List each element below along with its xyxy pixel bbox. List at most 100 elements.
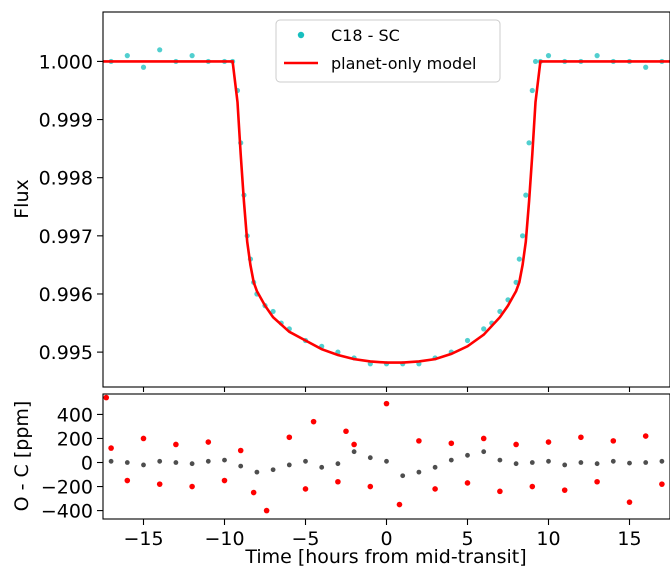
legend: C18 - SC planet-only model — [275, 19, 501, 83]
time-x-tick-label: −10 — [204, 528, 244, 550]
flux-point — [516, 256, 522, 262]
flux-y-tick-label: 0.995 — [39, 342, 93, 364]
residual-point — [205, 439, 212, 445]
time-x-ticks: −15 −10 −5 0 5 10 15 — [123, 387, 642, 550]
residual-point — [351, 441, 357, 448]
binned-residual-point — [513, 461, 519, 467]
legend-label-model: planet-only model — [331, 54, 476, 73]
residual-points-layer — [103, 394, 665, 514]
residual-point — [626, 499, 633, 505]
flux-point — [270, 308, 276, 315]
time-x-tick-label: −15 — [123, 528, 163, 550]
residual-point — [545, 439, 552, 445]
residual-point — [561, 487, 568, 493]
binned-residual-point — [157, 458, 163, 464]
flux-point — [526, 140, 532, 146]
binned-residual-point — [448, 457, 454, 463]
residual-point — [396, 501, 403, 508]
binned-residual-point — [303, 458, 308, 464]
flux-point — [529, 87, 535, 94]
flux-point — [513, 279, 519, 285]
flux-point — [140, 64, 147, 70]
residual-plot-frame — [102, 393, 670, 520]
binned-residual-point — [108, 458, 114, 464]
binned-residual-point — [481, 449, 487, 455]
residual-point — [642, 433, 649, 439]
flux-y-tick-label: 0.999 — [39, 110, 93, 132]
residual-point — [335, 478, 341, 485]
binned-residual-point — [610, 458, 616, 464]
binned-residual-point — [578, 460, 584, 465]
residual-point — [189, 483, 195, 490]
residual-point — [103, 394, 110, 401]
residual-point — [250, 489, 257, 496]
residual-point — [310, 418, 317, 425]
flux-point — [124, 53, 130, 59]
residual-point — [302, 486, 309, 492]
flux-point — [594, 53, 600, 59]
residual-y-tick-label: 400 — [57, 404, 93, 426]
residual-point — [448, 440, 455, 447]
legend-label-c18-sc: C18 - SC — [331, 26, 400, 45]
residual-point — [529, 483, 536, 490]
time-x-tick-label: 15 — [617, 528, 641, 550]
flux-point — [481, 326, 487, 332]
residual-point — [221, 477, 228, 484]
residual-point — [156, 481, 163, 487]
residual-axis-label: O - C [ppm] — [11, 401, 33, 512]
time-x-tick-label: 5 — [461, 528, 473, 550]
residual-point — [610, 438, 617, 444]
binned-residual-point — [529, 460, 535, 465]
time-x-tick-label: 10 — [536, 528, 560, 550]
binned-residual-point — [546, 458, 551, 464]
binned-residual-point — [335, 461, 341, 467]
binned-residual-point — [141, 462, 146, 468]
residual-point — [416, 438, 422, 444]
binned-residual-point — [465, 452, 470, 458]
binned-residual-points-layer — [108, 449, 665, 479]
binned-residual-point — [367, 455, 373, 461]
residual-y-tick-label: 0 — [81, 453, 93, 475]
binned-residual-point — [400, 473, 406, 479]
flux-y-tick-label: 0.998 — [39, 168, 93, 190]
residual-point — [108, 445, 114, 451]
legend-marker-c18-sc — [297, 31, 305, 39]
flux-point — [519, 233, 526, 239]
residual-point — [286, 434, 293, 441]
residual-point — [497, 488, 503, 495]
flux-point — [532, 58, 539, 65]
flux-y-tick-label: 0.996 — [39, 284, 93, 306]
residual-y-tick-label: −200 — [41, 477, 93, 499]
binned-residual-point — [562, 462, 568, 468]
flux-points-layer — [108, 47, 665, 367]
residual-point — [513, 441, 519, 448]
binned-residual-point — [173, 460, 179, 465]
binned-residual-point — [238, 463, 244, 469]
flux-point — [497, 308, 503, 315]
binned-residual-point — [222, 457, 227, 463]
residual-point — [464, 480, 471, 486]
binned-residual-point — [319, 464, 325, 470]
planet-only-model-line — [103, 60, 670, 364]
legend-box — [275, 19, 501, 83]
binned-residual-point — [351, 449, 357, 455]
binned-residual-point — [659, 458, 665, 464]
flux-y-tick-label: 1.000 — [39, 51, 93, 73]
flux-point — [545, 53, 552, 59]
flux-point — [464, 337, 471, 344]
residual-point — [173, 441, 179, 448]
residual-point — [124, 477, 131, 484]
residual-point — [140, 435, 147, 442]
residual-point — [578, 434, 584, 441]
binned-residual-point — [497, 457, 503, 463]
residual-point — [594, 478, 600, 485]
residual-y-tick-label: 200 — [57, 428, 93, 450]
flux-point — [523, 192, 529, 198]
flux-axis-label: Flux — [11, 179, 33, 219]
residual-point — [263, 507, 270, 514]
residual-point — [343, 428, 349, 435]
binned-residual-point — [643, 460, 649, 465]
